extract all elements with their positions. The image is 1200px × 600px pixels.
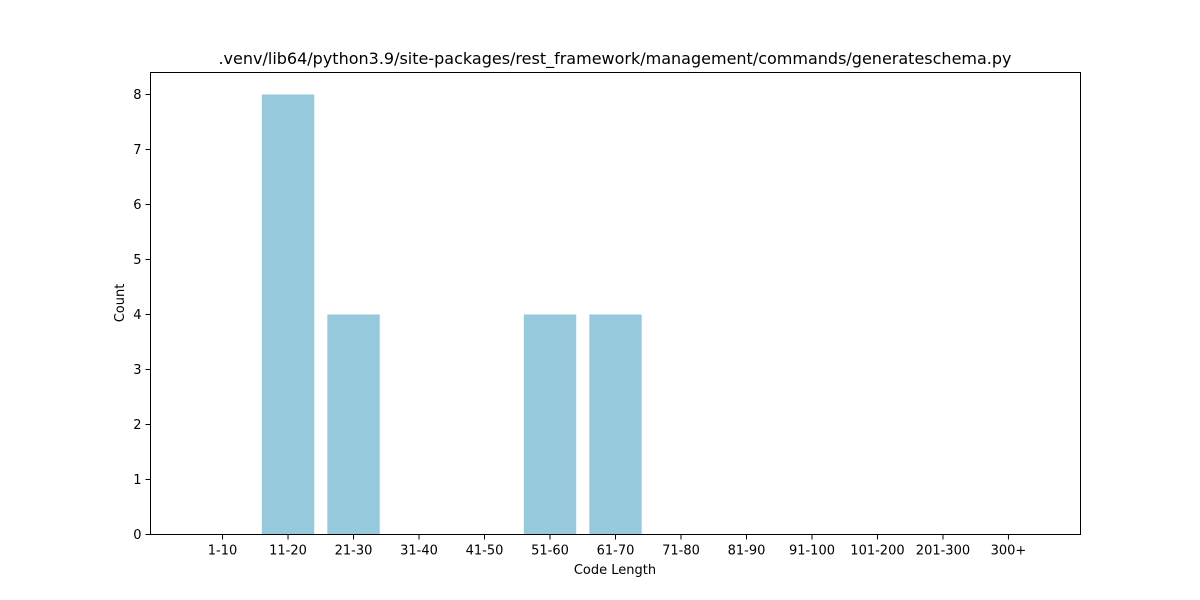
x-tick-label: 101-200 — [850, 544, 904, 559]
x-tick-label: 21-30 — [335, 544, 373, 559]
y-tick-label: 5 — [133, 253, 141, 268]
chart-title: .venv/lib64/python3.9/site-packages/rest… — [218, 49, 1011, 69]
x-tick-label: 81-90 — [728, 544, 766, 559]
x-axis-label: Code Length — [574, 563, 656, 578]
x-tick-label: 300+ — [991, 544, 1027, 559]
y-tick-label: 8 — [133, 88, 141, 103]
y-tick-label: 0 — [133, 528, 141, 543]
y-axis: 0 1 2 3 4 5 6 7 8 — [133, 88, 151, 543]
y-tick-label: 1 — [133, 473, 141, 488]
x-tick-label: 11-20 — [269, 544, 307, 559]
y-axis-label: Count — [113, 284, 128, 323]
x-tick-label: 41-50 — [466, 544, 504, 559]
x-tick-label: 61-70 — [597, 544, 635, 559]
x-axis: 1-10 11-20 21-30 31-40 41-50 51-60 61-70 71-80 8… — [208, 534, 1027, 559]
y-tick-label: 4 — [133, 308, 141, 323]
x-tick-label: 201-300 — [916, 544, 970, 559]
x-tick-label: 1-10 — [208, 544, 238, 559]
y-tick-label: 7 — [133, 143, 141, 158]
y-tick-label: 3 — [133, 363, 141, 378]
x-tick-label: 51-60 — [531, 544, 569, 559]
y-tick-label: 2 — [133, 418, 141, 433]
bar-51-60 — [523, 314, 577, 535]
x-tick-label: 91-100 — [789, 544, 835, 559]
bars-group — [261, 94, 642, 535]
bar-21-30 — [327, 314, 380, 535]
x-tick-label: 31-40 — [400, 544, 438, 559]
bar-11-20 — [261, 94, 315, 535]
bar-61-70 — [589, 314, 642, 535]
y-tick-label: 6 — [133, 198, 141, 213]
x-tick-label: 71-80 — [662, 544, 700, 559]
